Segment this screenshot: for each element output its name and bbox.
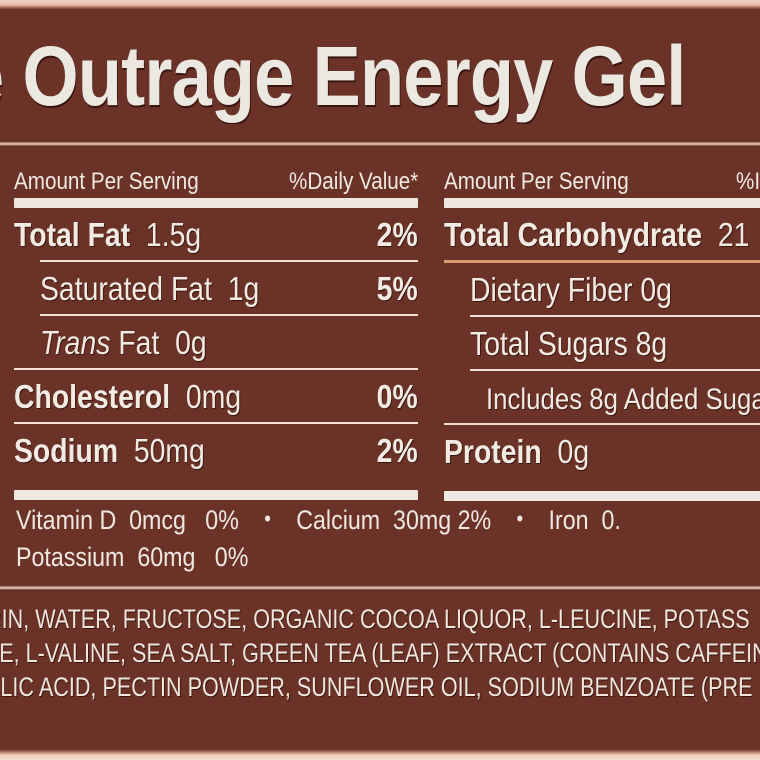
thick-divider <box>14 198 418 208</box>
bullet-separator: • <box>264 506 271 531</box>
accent-divider <box>444 260 760 263</box>
thick-divider <box>444 491 760 501</box>
nutrient-dv: 2% <box>376 432 418 469</box>
nutrient-row-added-sugars: Includes 8g Added Suga <box>444 371 760 423</box>
right-daily-value-header: %I <box>736 168 760 195</box>
ingredients-list: RIN, WATER, FRUCTOSE, ORGANIC COCOA LIQU… <box>0 602 760 704</box>
bullet-separator: • <box>516 506 524 531</box>
left-header-row: Amount Per Serving %Daily Value* <box>14 150 418 198</box>
nutrient-label: Total Sugars 8g <box>470 325 668 362</box>
nutrition-right-column: Amount Per Serving %I Total Carbohydrate… <box>444 150 760 501</box>
nutrient-label: Sodium 50mg <box>14 432 205 469</box>
vitamins-line-1: Vitamin D 0mcg 0% • Calcium 30mg 2% • Ir… <box>16 500 621 539</box>
nutrient-label: Total Fat 1.5g <box>14 216 202 253</box>
thin-divider <box>470 369 760 371</box>
nutrient-label: Dietary Fiber 0g <box>470 271 672 308</box>
left-amount-per-serving: Amount Per Serving <box>14 168 199 195</box>
nutrient-row-saturated-fat: Saturated Fat 1g 5% <box>14 262 418 314</box>
nutrient-row-dietary-fiber: Dietary Fiber 0g <box>444 263 760 315</box>
ingredients-line-1: RIN, WATER, FRUCTOSE, ORGANIC COCOA LIQU… <box>0 604 750 634</box>
label-top-edge <box>0 0 760 10</box>
ingredients-line-3: ALIC ACID, PECTIN POWDER, SUNFLOWER OIL,… <box>0 672 753 702</box>
vitamins-minerals: Vitamin D 0mcg 0% • Calcium 30mg 2% • Ir… <box>16 500 621 576</box>
nutrient-dv: 0% <box>376 378 418 415</box>
nutrient-label: Protein 0g <box>444 433 590 470</box>
product-title: e Outrage Energy Gel <box>0 29 686 123</box>
nutrient-row-sodium: Sodium 50mg 2% <box>14 424 418 476</box>
thin-divider <box>40 314 418 316</box>
thick-divider <box>444 198 760 208</box>
nutrient-row-protein: Protein 0g <box>444 425 760 477</box>
nutrient-row-total-fat: Total Fat 1.5g 2% <box>14 208 418 260</box>
nutrient-label: Saturated Fat 1g <box>40 270 260 307</box>
thin-divider <box>470 315 760 317</box>
thin-divider <box>40 260 418 262</box>
nutrition-left-column: Amount Per Serving %Daily Value* Total F… <box>14 150 418 500</box>
right-header-row: Amount Per Serving %I <box>444 150 760 198</box>
thick-divider <box>14 490 418 500</box>
thin-divider <box>444 423 760 425</box>
ingredients-separator <box>0 585 760 591</box>
nutrient-label: Cholesterol 0mg <box>14 378 242 415</box>
left-daily-value-header: %Daily Value* <box>288 168 418 195</box>
nutrient-row-total-carbohydrate: Total Carbohydrate 21 <box>444 208 760 260</box>
vitamins-line-2: Potassium 60mg 0% <box>16 542 249 572</box>
nutrient-label: Trans Fat 0g <box>40 324 207 361</box>
nutrient-row-trans-fat: Trans Fat 0g <box>14 316 418 368</box>
nutrient-dv: 2% <box>376 216 418 253</box>
nutrient-label: Includes 8g Added Suga <box>486 383 760 416</box>
right-amount-per-serving: Amount Per Serving <box>444 168 629 195</box>
title-separator <box>0 141 760 147</box>
title-band: e Outrage Energy Gel <box>0 10 760 141</box>
nutrient-dv: 5% <box>376 270 418 307</box>
label-bottom-edge <box>0 749 760 760</box>
nutrient-row-cholesterol: Cholesterol 0mg 0% <box>14 370 418 422</box>
thin-divider <box>14 422 418 424</box>
ingredients-line-2: TE, L-VALINE, SEA SALT, GREEN TEA (LEAF)… <box>0 638 760 668</box>
nutrient-row-total-sugars: Total Sugars 8g <box>444 317 760 369</box>
thin-divider <box>14 368 418 370</box>
nutrient-label: Total Carbohydrate 21 <box>444 216 750 253</box>
